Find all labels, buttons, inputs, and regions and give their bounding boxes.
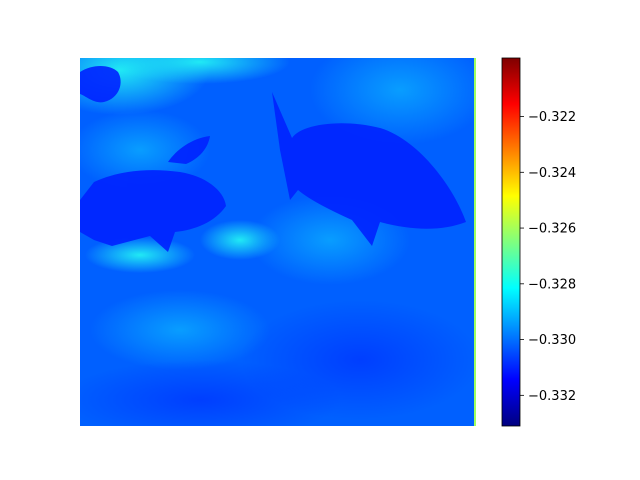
image-edge [474, 58, 476, 426]
colorbar-tick-label: −0.332 [528, 389, 576, 404]
colorbar-tick-label: −0.326 [528, 222, 576, 237]
fish-silhouette [168, 136, 210, 164]
reef-texture [90, 290, 270, 370]
colorbar-tick-label: −0.324 [528, 166, 576, 181]
deep-region [80, 360, 340, 426]
colorbar: −0.332 −0.330 −0.328 −0.326 −0.324 −0.322 [501, 57, 576, 427]
fish-silhouette [272, 92, 466, 246]
colorbar-frame [501, 57, 521, 427]
reef-texture [80, 110, 210, 190]
fish-silhouette [80, 66, 121, 103]
fish-silhouette [80, 170, 226, 252]
colorbar-ticks: −0.332 −0.330 −0.328 −0.326 −0.324 −0.322 [520, 110, 576, 404]
heatmap-image [80, 58, 476, 426]
colorbar-tick-label: −0.328 [528, 277, 576, 292]
colorbar-tick-label: −0.322 [528, 110, 576, 125]
colorbar-tick-label: −0.330 [528, 333, 576, 348]
bright-water-region [110, 58, 290, 84]
reef-texture [310, 58, 476, 145]
colorbar-gradient [502, 58, 520, 426]
